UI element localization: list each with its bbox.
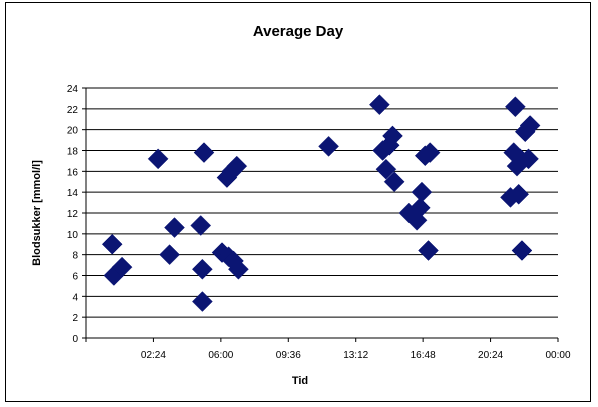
data-point <box>101 233 123 255</box>
data-point <box>369 94 390 116</box>
data-point <box>192 258 213 280</box>
y-tick-label: 20 <box>67 126 79 137</box>
y-tick-label: 4 <box>72 292 78 303</box>
data-point <box>193 142 215 163</box>
data-point <box>164 217 185 238</box>
grid-lines <box>86 87 558 318</box>
data-point <box>147 148 169 170</box>
data-point <box>190 215 212 236</box>
y-tick-label: 2 <box>72 313 78 324</box>
data-point <box>508 183 530 205</box>
data-point <box>511 240 533 261</box>
data-point <box>519 115 541 136</box>
data-point <box>518 148 539 170</box>
y-tick-label: 18 <box>67 147 79 158</box>
y-tick-label: 16 <box>67 167 79 178</box>
data-point <box>419 142 441 163</box>
y-tick-label: 22 <box>67 105 79 116</box>
x-tick-label: 02:24 <box>141 350 166 361</box>
y-tick-label: 10 <box>67 230 79 241</box>
data-point <box>318 135 339 157</box>
x-axis-label: Tid <box>292 375 308 387</box>
x-tick-label: 20:24 <box>478 350 503 361</box>
data-point <box>382 125 403 147</box>
data-point <box>383 171 405 193</box>
data-point <box>411 181 433 203</box>
chart-area <box>5 2 591 402</box>
data-point <box>111 256 133 278</box>
x-axis-ticks: 02:24 06:00 09:36 13:12 16:48 20:24 00:00 <box>85 338 571 361</box>
data-point <box>159 244 180 266</box>
data-points <box>101 94 541 312</box>
x-tick-label: 16:48 <box>411 350 436 361</box>
x-tick-label: 00:00 <box>545 350 570 361</box>
y-tick-label: 0 <box>72 334 78 345</box>
y-tick-label: 24 <box>67 84 79 95</box>
y-tick-label: 12 <box>67 209 79 220</box>
y-tick-label: 8 <box>72 251 78 262</box>
data-point <box>409 197 431 219</box>
chart-title: Average Day <box>253 23 344 40</box>
y-axis-label: Blodsukker [mmol/l] <box>31 160 43 266</box>
x-tick-label: 06:00 <box>208 350 233 361</box>
y-tick-label: 6 <box>72 272 78 283</box>
x-tick-label: 09:36 <box>276 350 301 361</box>
data-point <box>228 258 249 280</box>
y-tick-label: 14 <box>67 188 79 199</box>
data-point <box>226 155 248 177</box>
data-point <box>375 158 397 180</box>
x-tick-label: 13:12 <box>343 350 368 361</box>
data-point <box>192 291 213 312</box>
data-point <box>505 96 526 118</box>
data-point <box>418 240 439 261</box>
